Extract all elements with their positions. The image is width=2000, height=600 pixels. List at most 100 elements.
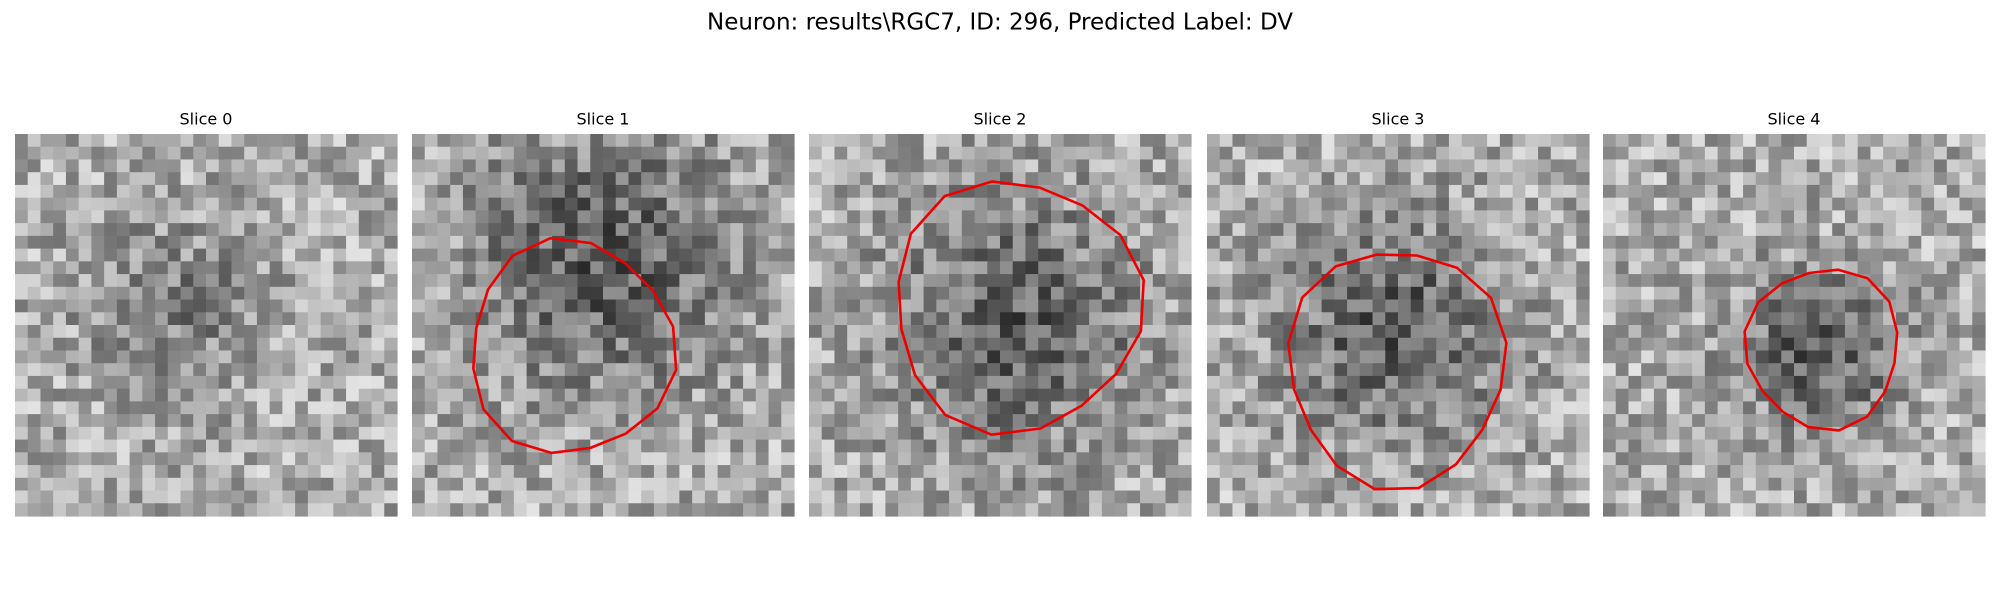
pixel <box>1101 248 1116 262</box>
pixel <box>1704 146 1719 161</box>
pixel <box>821 261 836 275</box>
pixel <box>1089 235 1103 250</box>
pixel <box>282 426 296 441</box>
pixel <box>295 452 309 466</box>
pixel <box>1152 426 1167 441</box>
pixel <box>15 439 29 453</box>
pixel <box>206 261 220 275</box>
pixel <box>590 363 604 377</box>
pixel <box>1385 146 1399 161</box>
pixel <box>704 388 719 402</box>
pixel <box>65 477 80 492</box>
pixel <box>1385 350 1399 364</box>
pixel <box>949 197 963 211</box>
pixel <box>1641 223 1655 237</box>
pixel <box>859 223 874 237</box>
pixel <box>104 401 118 415</box>
pixel <box>1934 350 1948 364</box>
pixel <box>1487 146 1501 161</box>
pixel <box>1730 184 1744 199</box>
pixel <box>859 388 874 402</box>
pixel <box>1127 388 1141 402</box>
pixel <box>923 337 937 352</box>
pixel <box>1908 325 1922 339</box>
pixel <box>666 375 680 390</box>
pixel <box>1025 439 1039 453</box>
pixel <box>1232 375 1246 390</box>
pixel <box>27 452 42 466</box>
pixel <box>692 261 706 275</box>
pixel <box>1334 235 1348 250</box>
pixel <box>1372 426 1386 441</box>
pixel <box>295 325 309 339</box>
pixel <box>1525 465 1539 479</box>
pixel <box>781 350 795 364</box>
pixel <box>78 134 92 148</box>
pixel <box>1857 350 1871 364</box>
pixel <box>295 363 309 377</box>
pixel <box>987 388 1001 402</box>
pixel <box>1101 274 1116 288</box>
pixel <box>1921 286 1935 301</box>
pixel <box>1768 375 1782 390</box>
pixel <box>104 325 118 339</box>
pixel <box>1934 146 1948 161</box>
pixel <box>244 503 258 517</box>
pixel <box>437 325 451 339</box>
pixel <box>424 388 439 402</box>
pixel <box>1525 261 1539 275</box>
pixel <box>358 375 373 390</box>
pixel <box>1832 312 1846 326</box>
pixel <box>1334 414 1348 428</box>
pixel <box>1692 426 1706 441</box>
pixel <box>1152 159 1167 173</box>
pixel <box>743 414 757 428</box>
pixel <box>1127 223 1141 237</box>
pixel <box>1704 274 1719 288</box>
pixel <box>1794 503 1808 517</box>
pixel <box>424 274 439 288</box>
pixel <box>768 490 782 504</box>
pixel <box>641 337 655 352</box>
pixel <box>1946 388 1961 402</box>
pixel <box>142 350 156 364</box>
pixel <box>1959 134 1973 148</box>
pixel <box>1076 490 1090 504</box>
pixel <box>1563 337 1577 352</box>
pixel <box>1219 223 1234 237</box>
pixel <box>180 375 194 390</box>
pixel <box>231 503 245 517</box>
pixel <box>564 490 579 504</box>
pixel <box>1615 477 1630 492</box>
pixel <box>666 426 680 441</box>
pixel <box>1232 439 1246 453</box>
pixel <box>539 490 553 504</box>
pixel <box>1178 299 1192 313</box>
pixel <box>1857 210 1871 224</box>
pixel <box>269 465 283 479</box>
pixel <box>437 401 451 415</box>
pixel <box>1946 184 1961 199</box>
pixel <box>1000 248 1014 262</box>
pixel <box>961 465 976 479</box>
pixel <box>437 312 451 326</box>
pixel <box>450 426 464 441</box>
pixel <box>730 184 744 199</box>
pixel <box>206 134 220 148</box>
pixel <box>755 337 770 352</box>
pixel <box>1768 439 1782 453</box>
pixel <box>987 134 1001 148</box>
pixel <box>1487 159 1501 173</box>
pixel <box>501 197 515 211</box>
pixel <box>116 286 131 301</box>
pixel <box>730 363 744 377</box>
pixel <box>1755 452 1770 466</box>
pixel <box>513 146 528 161</box>
pixel <box>1127 235 1141 250</box>
pixel <box>641 210 655 224</box>
pixel <box>1959 299 1973 313</box>
pixel <box>180 350 194 364</box>
pixel <box>1908 414 1922 428</box>
pixel <box>1666 350 1680 364</box>
pixel <box>1178 146 1192 161</box>
